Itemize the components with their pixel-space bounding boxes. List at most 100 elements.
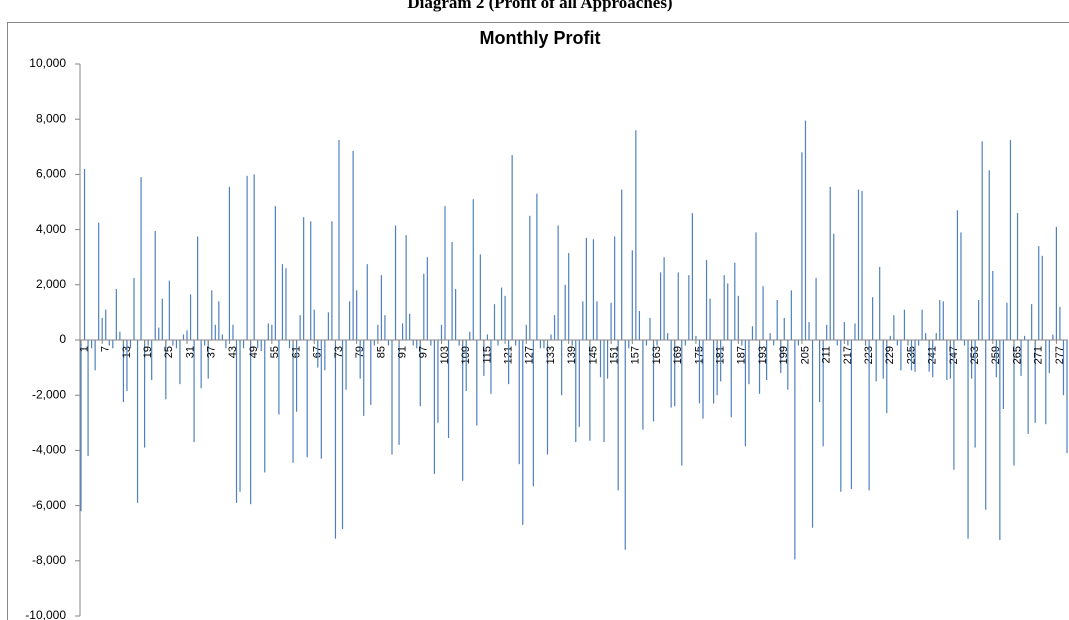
bar xyxy=(794,340,796,560)
bar xyxy=(144,340,146,448)
x-tick-label: 145 xyxy=(587,346,599,364)
bar xyxy=(670,340,672,408)
x-tick-label: 199 xyxy=(778,346,790,364)
bar xyxy=(356,290,358,340)
bar xyxy=(854,323,856,340)
y-tick-label: 2,000 xyxy=(36,277,66,291)
bar xyxy=(730,340,732,418)
bar xyxy=(345,340,347,390)
bar xyxy=(338,139,340,340)
bar xyxy=(875,340,877,382)
bar xyxy=(158,327,160,340)
y-tick-label: 0 xyxy=(59,332,66,346)
bar xyxy=(476,340,478,426)
bar xyxy=(423,273,425,340)
bar xyxy=(681,340,683,466)
bar xyxy=(98,222,100,340)
bar xyxy=(596,301,598,340)
bar xyxy=(515,340,517,346)
bar xyxy=(260,340,262,352)
x-tick-label: 271 xyxy=(1033,346,1045,364)
bar xyxy=(182,334,185,340)
bar xyxy=(497,340,499,346)
bar xyxy=(119,331,121,340)
bar xyxy=(712,340,715,404)
bar xyxy=(253,174,255,340)
bar xyxy=(917,340,920,346)
bar xyxy=(458,340,460,346)
bar xyxy=(136,340,139,503)
bar xyxy=(935,333,937,340)
bar xyxy=(893,315,895,340)
bar xyxy=(522,340,524,525)
bar xyxy=(401,323,404,340)
bar xyxy=(645,340,648,346)
bar xyxy=(380,275,382,340)
bar xyxy=(278,340,280,415)
x-tick-label: 85 xyxy=(375,346,387,358)
bar xyxy=(550,334,552,340)
bar xyxy=(391,340,393,455)
bar xyxy=(628,340,630,349)
bar xyxy=(168,280,170,340)
bar xyxy=(483,340,485,376)
bar xyxy=(1031,304,1033,340)
bar xyxy=(960,232,962,340)
bar xyxy=(105,309,107,340)
bar xyxy=(341,340,344,530)
bar xyxy=(1023,335,1026,340)
bar xyxy=(603,340,605,443)
bar xyxy=(299,315,301,340)
bar xyxy=(872,297,874,340)
caption: Diagram 2 (Profit of all Approaches) xyxy=(407,0,672,12)
bar xyxy=(953,340,955,470)
bar xyxy=(1055,226,1057,340)
bar xyxy=(649,317,651,340)
bar xyxy=(921,309,923,340)
bar xyxy=(274,206,276,340)
bar xyxy=(737,295,739,340)
bar xyxy=(642,340,644,430)
bar xyxy=(1038,246,1040,340)
y-tick-label: -2,000 xyxy=(32,387,66,401)
bar xyxy=(1002,340,1004,409)
bar xyxy=(518,340,520,465)
bar xyxy=(833,233,835,340)
bar xyxy=(575,340,577,443)
bar xyxy=(264,340,266,473)
bar xyxy=(232,324,234,340)
bar xyxy=(992,271,994,340)
bar xyxy=(698,340,701,404)
bar xyxy=(677,272,679,340)
bar xyxy=(327,312,329,340)
bar xyxy=(635,130,637,340)
bar xyxy=(766,340,768,381)
bar xyxy=(1020,340,1022,376)
bar xyxy=(826,324,828,340)
bar xyxy=(511,155,513,340)
bar xyxy=(204,340,206,346)
bar xyxy=(387,340,390,346)
bar xyxy=(447,340,450,438)
bar xyxy=(504,295,506,340)
bar xyxy=(932,340,934,378)
bar xyxy=(1041,255,1043,340)
bar xyxy=(126,340,128,392)
y-tick-label: 10,000 xyxy=(29,56,66,70)
bar xyxy=(787,340,789,390)
bar xyxy=(412,340,414,346)
bar xyxy=(942,301,944,340)
bar xyxy=(500,287,503,340)
bar xyxy=(1009,139,1012,340)
bar xyxy=(140,177,142,340)
bar xyxy=(1034,340,1036,423)
x-tick-label: 127 xyxy=(524,346,536,364)
bar xyxy=(974,340,976,448)
bar xyxy=(115,288,117,340)
bar xyxy=(303,217,305,340)
bar xyxy=(674,340,676,407)
bar xyxy=(426,257,428,340)
bar xyxy=(508,340,510,385)
bar xyxy=(1016,213,1019,340)
